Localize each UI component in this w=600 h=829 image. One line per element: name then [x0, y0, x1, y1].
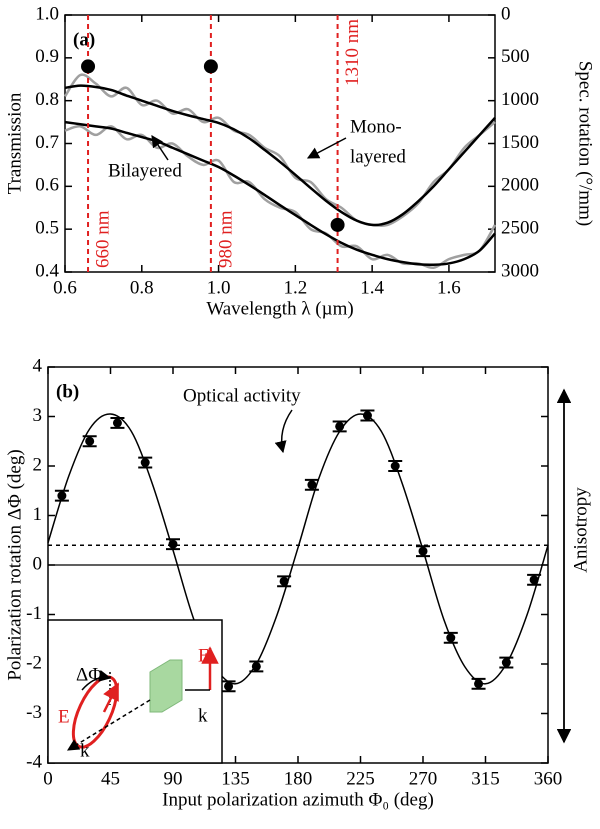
data-point	[279, 576, 289, 586]
line-series	[64, 125, 497, 270]
data-point	[307, 480, 317, 490]
line-series	[64, 84, 496, 227]
annotation: Optical activity	[183, 385, 301, 406]
data-point	[474, 679, 484, 689]
inset-label: ΔΦ	[76, 664, 102, 685]
annotation: Mono-	[350, 116, 402, 137]
data-point	[168, 539, 178, 549]
y-axis-label: Transmission	[4, 92, 25, 194]
y2-tick-label: 0	[501, 3, 511, 24]
plot-frame	[64, 14, 496, 273]
data-point	[330, 217, 345, 232]
y-tick-label: -4	[26, 751, 42, 772]
x-tick-label: 270	[409, 768, 438, 789]
y-tick-label: 0.9	[35, 46, 59, 67]
data-point	[140, 458, 150, 468]
x-tick-label: 0.8	[130, 277, 154, 298]
x-tick-label: 360	[534, 768, 563, 789]
x-tick-label: 0	[43, 768, 53, 789]
y-tick-label: 0.8	[35, 89, 59, 110]
y2-tick-label: 500	[501, 46, 530, 67]
annotation: Anisotropy	[570, 487, 591, 573]
x-tick-label: 90	[164, 768, 183, 789]
x-axis-label: Input polarization azimuth Φ₀ (deg)	[162, 789, 434, 810]
y-tick-label: 0.4	[35, 260, 59, 281]
y-tick-label: 0.6	[35, 175, 59, 196]
y2-tick-label: 1500	[501, 132, 539, 153]
x-tick-label: 135	[221, 768, 250, 789]
x-axis-label: Wavelength λ (µm)	[206, 298, 353, 319]
y-tick-label: 4	[33, 355, 43, 376]
reference-label: 980 nm	[215, 210, 236, 268]
x-tick-label: 1.0	[207, 277, 231, 298]
data-point	[224, 681, 234, 691]
data-point	[529, 575, 539, 585]
x-tick-label: 1.2	[283, 277, 307, 298]
y-tick-label: 0	[33, 553, 43, 574]
annotation-arrow	[151, 135, 169, 161]
y2-tick-label: 3000	[501, 260, 539, 281]
data-point	[390, 461, 400, 471]
reference-label: 1310 nm	[342, 19, 363, 86]
y-tick-label: -3	[26, 702, 42, 723]
inset-label: E	[58, 706, 70, 727]
data-point	[335, 421, 345, 431]
annotation: Bilayered	[108, 160, 182, 181]
annotation-arrow	[274, 409, 293, 454]
inset-label: k	[80, 740, 90, 761]
inset-drawing	[47, 619, 223, 764]
data-point	[446, 633, 456, 643]
annotation: layered	[350, 146, 406, 167]
y-tick-label: 1	[33, 504, 43, 525]
line-series	[64, 120, 496, 267]
data-point	[418, 546, 428, 556]
y-tick-label: -2	[26, 652, 42, 673]
x-tick-label: 1.6	[437, 277, 461, 298]
panel-label: (a)	[73, 29, 95, 50]
data-point	[203, 59, 218, 74]
y-tick-label: 1.0	[35, 3, 59, 24]
inset-label: k	[198, 705, 208, 726]
data-point	[251, 661, 261, 671]
x-tick-label: 180	[284, 768, 313, 789]
fit-curve	[47, 413, 549, 685]
data-point	[57, 491, 67, 501]
x-tick-label: 225	[346, 768, 375, 789]
y-axis-label: Polarization rotation ΔΦ (deg)	[4, 449, 25, 680]
y-tick-label: -1	[26, 603, 42, 624]
data-point	[85, 436, 95, 446]
inset-label: E	[198, 645, 210, 666]
x-tick-label: 315	[471, 768, 500, 789]
data-point	[81, 59, 96, 74]
data-point	[362, 411, 372, 421]
data-point	[501, 658, 511, 668]
y-tick-label: 3	[33, 405, 43, 426]
y-tick-label: 0.5	[35, 218, 59, 239]
panel-label: (b)	[56, 381, 79, 402]
annotation-arrow	[306, 137, 347, 159]
x-tick-label: 0.6	[53, 277, 77, 298]
y2-tick-label: 2500	[501, 218, 539, 239]
y2-axis-label: Spec. rotation (°/mm)	[575, 61, 596, 226]
x-tick-label: 45	[101, 768, 120, 789]
y2-tick-label: 1000	[501, 89, 539, 110]
data-point	[112, 418, 122, 428]
y2-tick-label: 2000	[501, 175, 539, 196]
x-tick-label: 1.4	[360, 277, 384, 298]
reference-label: 660 nm	[92, 210, 113, 268]
y-tick-label: 2	[33, 454, 43, 475]
y-tick-label: 0.7	[35, 132, 59, 153]
